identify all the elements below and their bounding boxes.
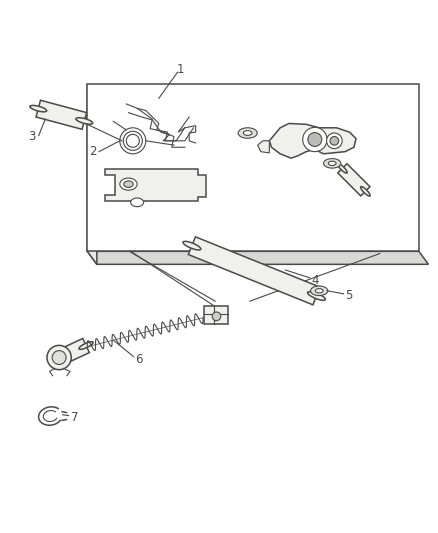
Ellipse shape	[328, 161, 336, 165]
Polygon shape	[87, 84, 97, 264]
Polygon shape	[269, 124, 355, 158]
Ellipse shape	[307, 292, 325, 300]
Polygon shape	[87, 252, 427, 264]
Circle shape	[52, 351, 66, 365]
Ellipse shape	[124, 181, 133, 188]
Polygon shape	[36, 100, 86, 130]
Text: 4: 4	[311, 274, 318, 287]
Polygon shape	[104, 169, 206, 201]
Circle shape	[47, 345, 71, 370]
Text: 2: 2	[88, 145, 96, 158]
Polygon shape	[337, 164, 369, 196]
Ellipse shape	[360, 187, 369, 196]
Circle shape	[302, 127, 326, 151]
Polygon shape	[188, 237, 319, 305]
Ellipse shape	[237, 128, 257, 138]
Text: 5: 5	[344, 289, 352, 302]
Ellipse shape	[183, 241, 200, 250]
Ellipse shape	[337, 164, 346, 173]
Circle shape	[212, 312, 220, 321]
Ellipse shape	[314, 289, 322, 293]
Polygon shape	[257, 141, 269, 153]
Circle shape	[326, 133, 341, 149]
Text: 3: 3	[28, 130, 36, 143]
Polygon shape	[87, 84, 418, 252]
Text: 7: 7	[71, 411, 78, 424]
Circle shape	[329, 136, 338, 145]
Ellipse shape	[243, 131, 251, 135]
Ellipse shape	[120, 178, 137, 190]
Ellipse shape	[323, 159, 340, 168]
Polygon shape	[59, 338, 89, 364]
Circle shape	[307, 133, 321, 147]
Text: 1: 1	[177, 63, 184, 76]
Ellipse shape	[55, 353, 70, 360]
Ellipse shape	[310, 286, 327, 295]
Ellipse shape	[76, 118, 92, 124]
Ellipse shape	[131, 198, 143, 207]
Text: 6: 6	[135, 353, 143, 366]
FancyBboxPatch shape	[204, 305, 228, 324]
Ellipse shape	[30, 106, 46, 112]
Ellipse shape	[79, 342, 93, 349]
